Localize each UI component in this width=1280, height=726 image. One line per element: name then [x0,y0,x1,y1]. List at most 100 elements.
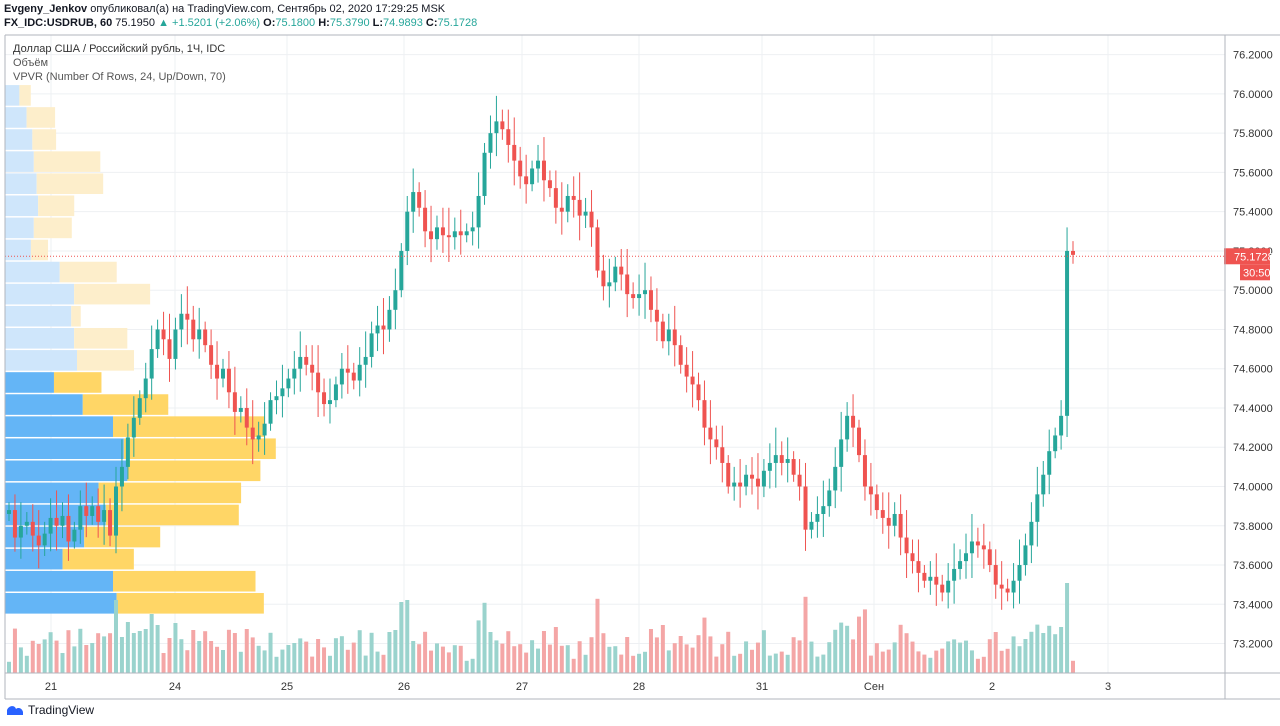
volume-bar [226,629,231,673]
volume-bar [494,640,499,673]
volume-bar [310,656,315,673]
volume-bar [952,639,957,673]
candle-body [857,427,862,456]
volume-bar [369,632,374,673]
close-value: 75.1728 [437,17,478,29]
candle-body [726,462,731,487]
candle-body [904,537,909,554]
volume-bar [363,655,368,673]
candle-body [155,329,160,350]
candle-body [660,321,665,342]
candle-body [666,329,671,342]
volume-bar [375,651,380,673]
candle-body [440,227,445,236]
volume-bar [316,639,321,673]
vpvr-indicator-label[interactable]: VPVR (Number Of Rows, 24, Up/Down, 70) [13,71,226,83]
volume-bar [1065,583,1070,673]
volume-bar [24,655,29,673]
candle-body [220,368,225,379]
volume-bar [874,643,879,673]
candle-body [108,510,113,536]
candle-body [36,535,41,546]
candle-body [862,455,867,487]
candle-body [84,506,89,516]
candles [7,95,1075,610]
candle-body [345,368,350,373]
candle-body [524,176,529,185]
volume-bar [625,637,630,673]
candle-body [476,195,481,228]
symbol: FX_IDC:USDRUB, 60 [4,17,113,29]
publish-text: опубликовал(а) на TradingView.com, Сентя… [90,3,446,15]
vp-row-down [59,261,117,283]
volume-bar [714,656,719,673]
candle-body [720,447,725,463]
candle-body [339,368,344,385]
candle-body [1053,435,1058,452]
x-tick-label: 26 [398,681,410,693]
volume-bar [643,651,648,673]
volume-bar [286,645,291,673]
volume-bar [440,646,445,673]
volume-bar [60,653,65,673]
candle-body [779,455,784,463]
volume-bar [48,632,53,673]
candle-body [643,290,648,295]
candle-body [322,392,327,405]
candle-body [785,459,790,463]
volume-bar [601,633,606,673]
volume-bar [886,649,891,673]
x-tick-label: 21 [45,681,57,693]
volume-bar [1059,627,1064,673]
candle-body [696,384,701,401]
candle-body [702,400,707,428]
footer-brand[interactable]: TradingView [6,703,94,717]
y-tick-label: 74.6000 [1233,364,1273,376]
volume-bar [339,636,344,673]
volume-bar [797,640,802,673]
volume-bar [892,642,897,673]
candle-body [286,378,291,389]
volume-indicator-label[interactable]: Объём [13,57,49,69]
candle-body [690,376,695,385]
candle-body [434,227,439,240]
candle-body [405,211,410,251]
countdown-tag [1240,264,1270,281]
volume-bar [785,654,790,673]
volume-bar [518,644,523,673]
volume-bar [696,635,701,673]
candle-body [238,407,243,412]
candle-body [833,466,838,491]
volume-bar [791,637,796,673]
volume-bar [351,642,356,673]
candle-body [262,423,267,436]
vp-row-up [5,217,34,239]
candle-body [791,459,796,475]
volume-bar [7,661,11,673]
candle-body [209,345,214,365]
volume-bar [958,642,963,673]
candle-body [113,486,118,536]
candle-body [1023,545,1028,566]
candle-body [179,313,184,330]
candle-body [732,482,737,487]
y-tick-label: 76.2000 [1233,50,1273,62]
candle-body [90,506,95,516]
volume-bar [232,633,237,673]
volume-bar [102,636,107,673]
volume-bar [589,637,594,673]
volume-bar [149,614,154,673]
last-price-text: 75.1728 [1234,251,1274,263]
candle-body [1041,474,1046,495]
volume-bar [179,639,184,673]
candle-body [773,455,778,463]
volume-profile [5,85,276,614]
volume-bar [946,641,951,673]
candle-body [975,541,980,546]
tradingview-logo-icon [7,706,23,715]
candle-body [958,561,963,569]
candle-body [119,466,124,487]
volume-bar [137,631,142,673]
candle-body [298,356,303,369]
